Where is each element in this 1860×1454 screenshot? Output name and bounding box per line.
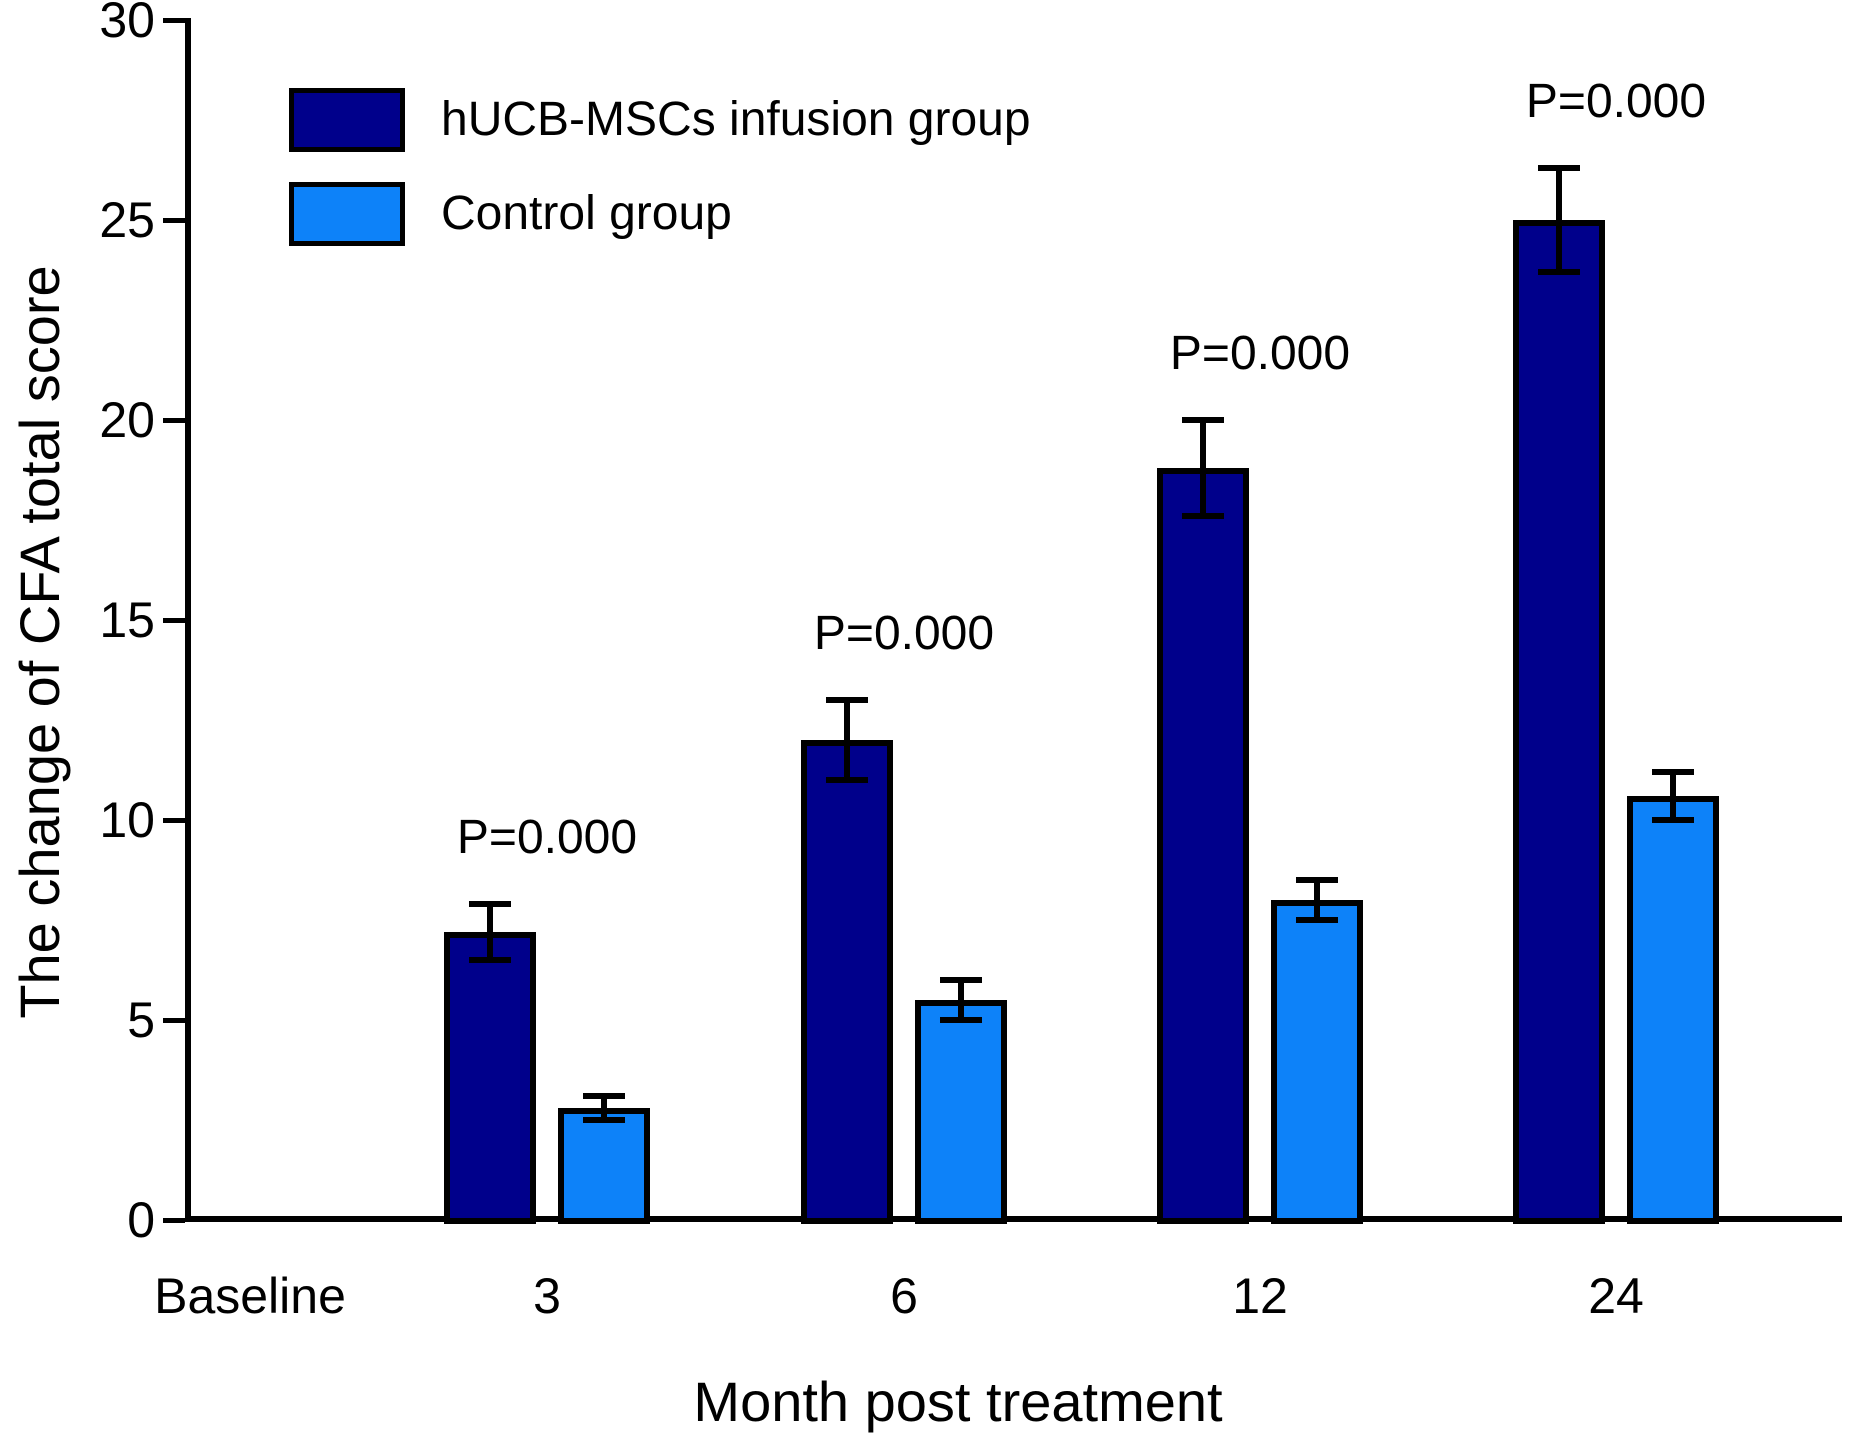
error-bar-cap-top	[826, 697, 868, 703]
y-axis-line	[185, 18, 191, 1222]
p-value-label: P=0.000	[1169, 327, 1351, 380]
y-tick-mark	[163, 417, 185, 423]
y-tick-label: 30	[99, 0, 155, 48]
legend: hUCB-MSCs infusion group Control group	[289, 88, 1031, 276]
bar-control-group	[1627, 796, 1719, 1224]
legend-item: hUCB-MSCs infusion group	[289, 88, 1031, 152]
error-bar-cap-bottom	[1652, 817, 1694, 823]
legend-swatch-control-group	[289, 182, 405, 246]
legend-label: Control group	[441, 187, 732, 240]
y-tick-mark	[163, 1017, 185, 1023]
error-bar-cap-top	[583, 1093, 625, 1099]
error-bar-cap-bottom	[1296, 917, 1338, 923]
y-tick-mark	[163, 1217, 185, 1223]
y-tick-label: 5	[127, 992, 155, 1048]
x-axis-title: Month post treatment	[693, 1370, 1223, 1433]
error-bar-cap-top	[1538, 165, 1580, 171]
y-tick-label: 0	[127, 1192, 155, 1248]
y-tick-label: 20	[99, 392, 155, 448]
legend-item: Control group	[289, 182, 1031, 246]
error-bar-cap-top	[1182, 417, 1224, 423]
x-tick-label: Baseline	[154, 1268, 346, 1324]
bar-infusion-group	[1157, 468, 1249, 1224]
y-tick-label: 15	[99, 592, 155, 648]
bar-control-group	[1271, 900, 1363, 1224]
legend-swatch-infusion-group	[289, 88, 405, 152]
y-tick-label: 25	[99, 192, 155, 248]
error-bar-cap-bottom	[1538, 269, 1580, 275]
error-bar-cap-top	[1296, 877, 1338, 883]
y-tick-mark	[163, 817, 185, 823]
error-bar-cap-bottom	[940, 1017, 982, 1023]
error-bar-cap-bottom	[469, 957, 511, 963]
p-value-label: P=0.000	[1525, 75, 1707, 128]
x-tick-label: 3	[533, 1268, 561, 1324]
x-axis-line	[185, 1216, 1842, 1222]
bar-control-group	[915, 1000, 1007, 1224]
bar-infusion-group	[801, 740, 893, 1224]
error-bar-cap-top	[469, 901, 511, 907]
error-bar-cap-bottom	[583, 1117, 625, 1123]
error-bar-line	[1670, 772, 1676, 820]
p-value-label: P=0.000	[456, 811, 638, 864]
x-tick-label: 24	[1588, 1268, 1644, 1324]
error-bar-cap-bottom	[1182, 513, 1224, 519]
error-bar-cap-top	[940, 977, 982, 983]
y-tick-mark	[163, 217, 185, 223]
x-tick-label: 6	[890, 1268, 918, 1324]
y-axis-title: The change of CFA total score	[8, 265, 71, 1019]
error-bar-line	[487, 904, 493, 960]
error-bar-cap-bottom	[826, 777, 868, 783]
bar-infusion-group	[1513, 220, 1605, 1224]
error-bar-cap-top	[1652, 769, 1694, 775]
y-tick-label: 10	[99, 792, 155, 848]
bar-infusion-group	[444, 932, 536, 1224]
y-tick-mark	[163, 617, 185, 623]
y-tick-mark	[163, 17, 185, 23]
error-bar-line	[844, 700, 850, 780]
p-value-label: P=0.000	[813, 607, 995, 660]
error-bar-line	[958, 980, 964, 1020]
error-bar-line	[601, 1096, 607, 1120]
error-bar-line	[1556, 168, 1562, 272]
x-tick-label: 12	[1232, 1268, 1288, 1324]
error-bar-line	[1314, 880, 1320, 920]
legend-label: hUCB-MSCs infusion group	[441, 93, 1031, 146]
error-bar-line	[1200, 420, 1206, 516]
bar-control-group	[558, 1108, 650, 1224]
